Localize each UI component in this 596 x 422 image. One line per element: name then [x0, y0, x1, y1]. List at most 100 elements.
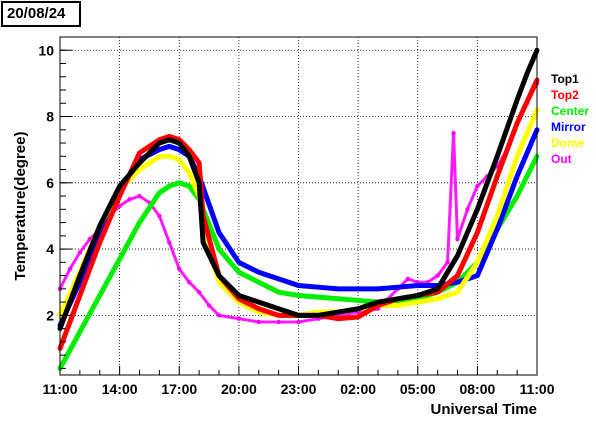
data-point — [356, 315, 360, 319]
data-point — [167, 184, 171, 188]
legend-entry-dome: Dome — [551, 136, 585, 150]
y-tick-label: 6 — [46, 175, 54, 191]
data-point — [256, 319, 261, 325]
data-point — [336, 287, 340, 291]
data-point — [416, 293, 420, 297]
data-point — [316, 313, 320, 317]
data-point — [515, 98, 519, 102]
x-tick-label: 17:00 — [161, 381, 197, 397]
data-point — [316, 285, 320, 289]
data-point — [297, 284, 300, 288]
data-point — [197, 161, 201, 165]
data-point — [187, 184, 191, 188]
data-point — [445, 260, 450, 265]
data-point — [475, 260, 479, 264]
data-point — [456, 274, 459, 278]
data-point — [167, 240, 172, 245]
legend-entry-out: Out — [551, 152, 572, 166]
data-point — [236, 316, 242, 321]
data-point — [277, 307, 281, 311]
x-tick-label: 11:00 — [519, 381, 554, 397]
data-point — [376, 300, 380, 304]
legend-entry-top1: Top1 — [551, 72, 579, 86]
legend-entry-mirror: Mirror — [551, 120, 586, 134]
data-point — [257, 300, 261, 304]
data-point — [118, 194, 122, 198]
x-tick-label: 05:00 — [400, 381, 436, 397]
data-point — [465, 207, 470, 212]
data-point — [157, 148, 161, 152]
grid-lines — [60, 37, 537, 375]
data-point — [456, 290, 459, 294]
data-point — [495, 174, 499, 178]
data-point — [336, 297, 340, 301]
data-point — [118, 184, 122, 188]
data-point — [416, 300, 420, 304]
data-point — [296, 319, 301, 325]
data-point — [515, 154, 519, 158]
data-point — [237, 260, 241, 264]
data-point — [376, 287, 380, 291]
data-point — [515, 121, 519, 125]
data-point — [127, 197, 132, 202]
data-point — [475, 274, 479, 278]
data-point — [157, 141, 161, 145]
data-point — [157, 213, 162, 219]
data-point — [455, 236, 460, 242]
data-point — [177, 141, 181, 145]
data-point — [396, 297, 400, 301]
data-point — [436, 297, 440, 301]
data-point — [495, 154, 499, 158]
data-point — [396, 303, 400, 307]
data-point — [336, 317, 340, 321]
data-point — [237, 270, 241, 274]
data-point — [138, 151, 141, 155]
legend-entry-top2: Top2 — [551, 88, 579, 102]
x-tick-label: 02:00 — [340, 381, 376, 397]
x-tick-label: 11:00 — [42, 381, 77, 397]
data-point — [475, 231, 479, 235]
data-point — [356, 287, 360, 291]
data-point — [316, 295, 320, 299]
data-point — [277, 313, 281, 317]
data-point — [138, 221, 141, 225]
x-tick-label: 14:00 — [102, 381, 138, 397]
legend-entry-center: Center — [551, 104, 589, 118]
data-point — [98, 224, 102, 228]
data-point — [98, 240, 102, 244]
data-point — [396, 285, 400, 289]
data-point — [196, 289, 202, 295]
data-point — [297, 293, 300, 297]
data-point — [356, 298, 360, 302]
data-point — [157, 191, 161, 195]
data-point — [237, 293, 241, 297]
data-point — [167, 144, 171, 148]
data-point — [277, 290, 281, 294]
data-point — [177, 181, 181, 185]
x-tick-label: 20:00 — [221, 381, 257, 397]
data-point — [217, 247, 221, 251]
data-point — [177, 148, 181, 152]
data-point — [197, 181, 201, 185]
data-point — [186, 280, 192, 285]
data-point — [167, 154, 171, 158]
data-point — [217, 274, 221, 278]
data-point — [78, 274, 82, 278]
data-point — [277, 277, 281, 281]
data-point — [525, 71, 529, 75]
data-point — [201, 240, 205, 244]
data-point — [405, 276, 411, 282]
data-point — [336, 310, 340, 314]
data-point — [495, 214, 499, 218]
data-point — [475, 207, 479, 211]
data-point — [78, 330, 82, 334]
data-point — [495, 227, 499, 231]
y-tick-label: 8 — [46, 109, 54, 125]
series-layer — [57, 47, 540, 371]
data-point — [98, 293, 102, 297]
data-point — [216, 313, 222, 318]
data-point — [67, 266, 73, 272]
data-point — [77, 250, 83, 255]
data-point — [118, 257, 122, 261]
